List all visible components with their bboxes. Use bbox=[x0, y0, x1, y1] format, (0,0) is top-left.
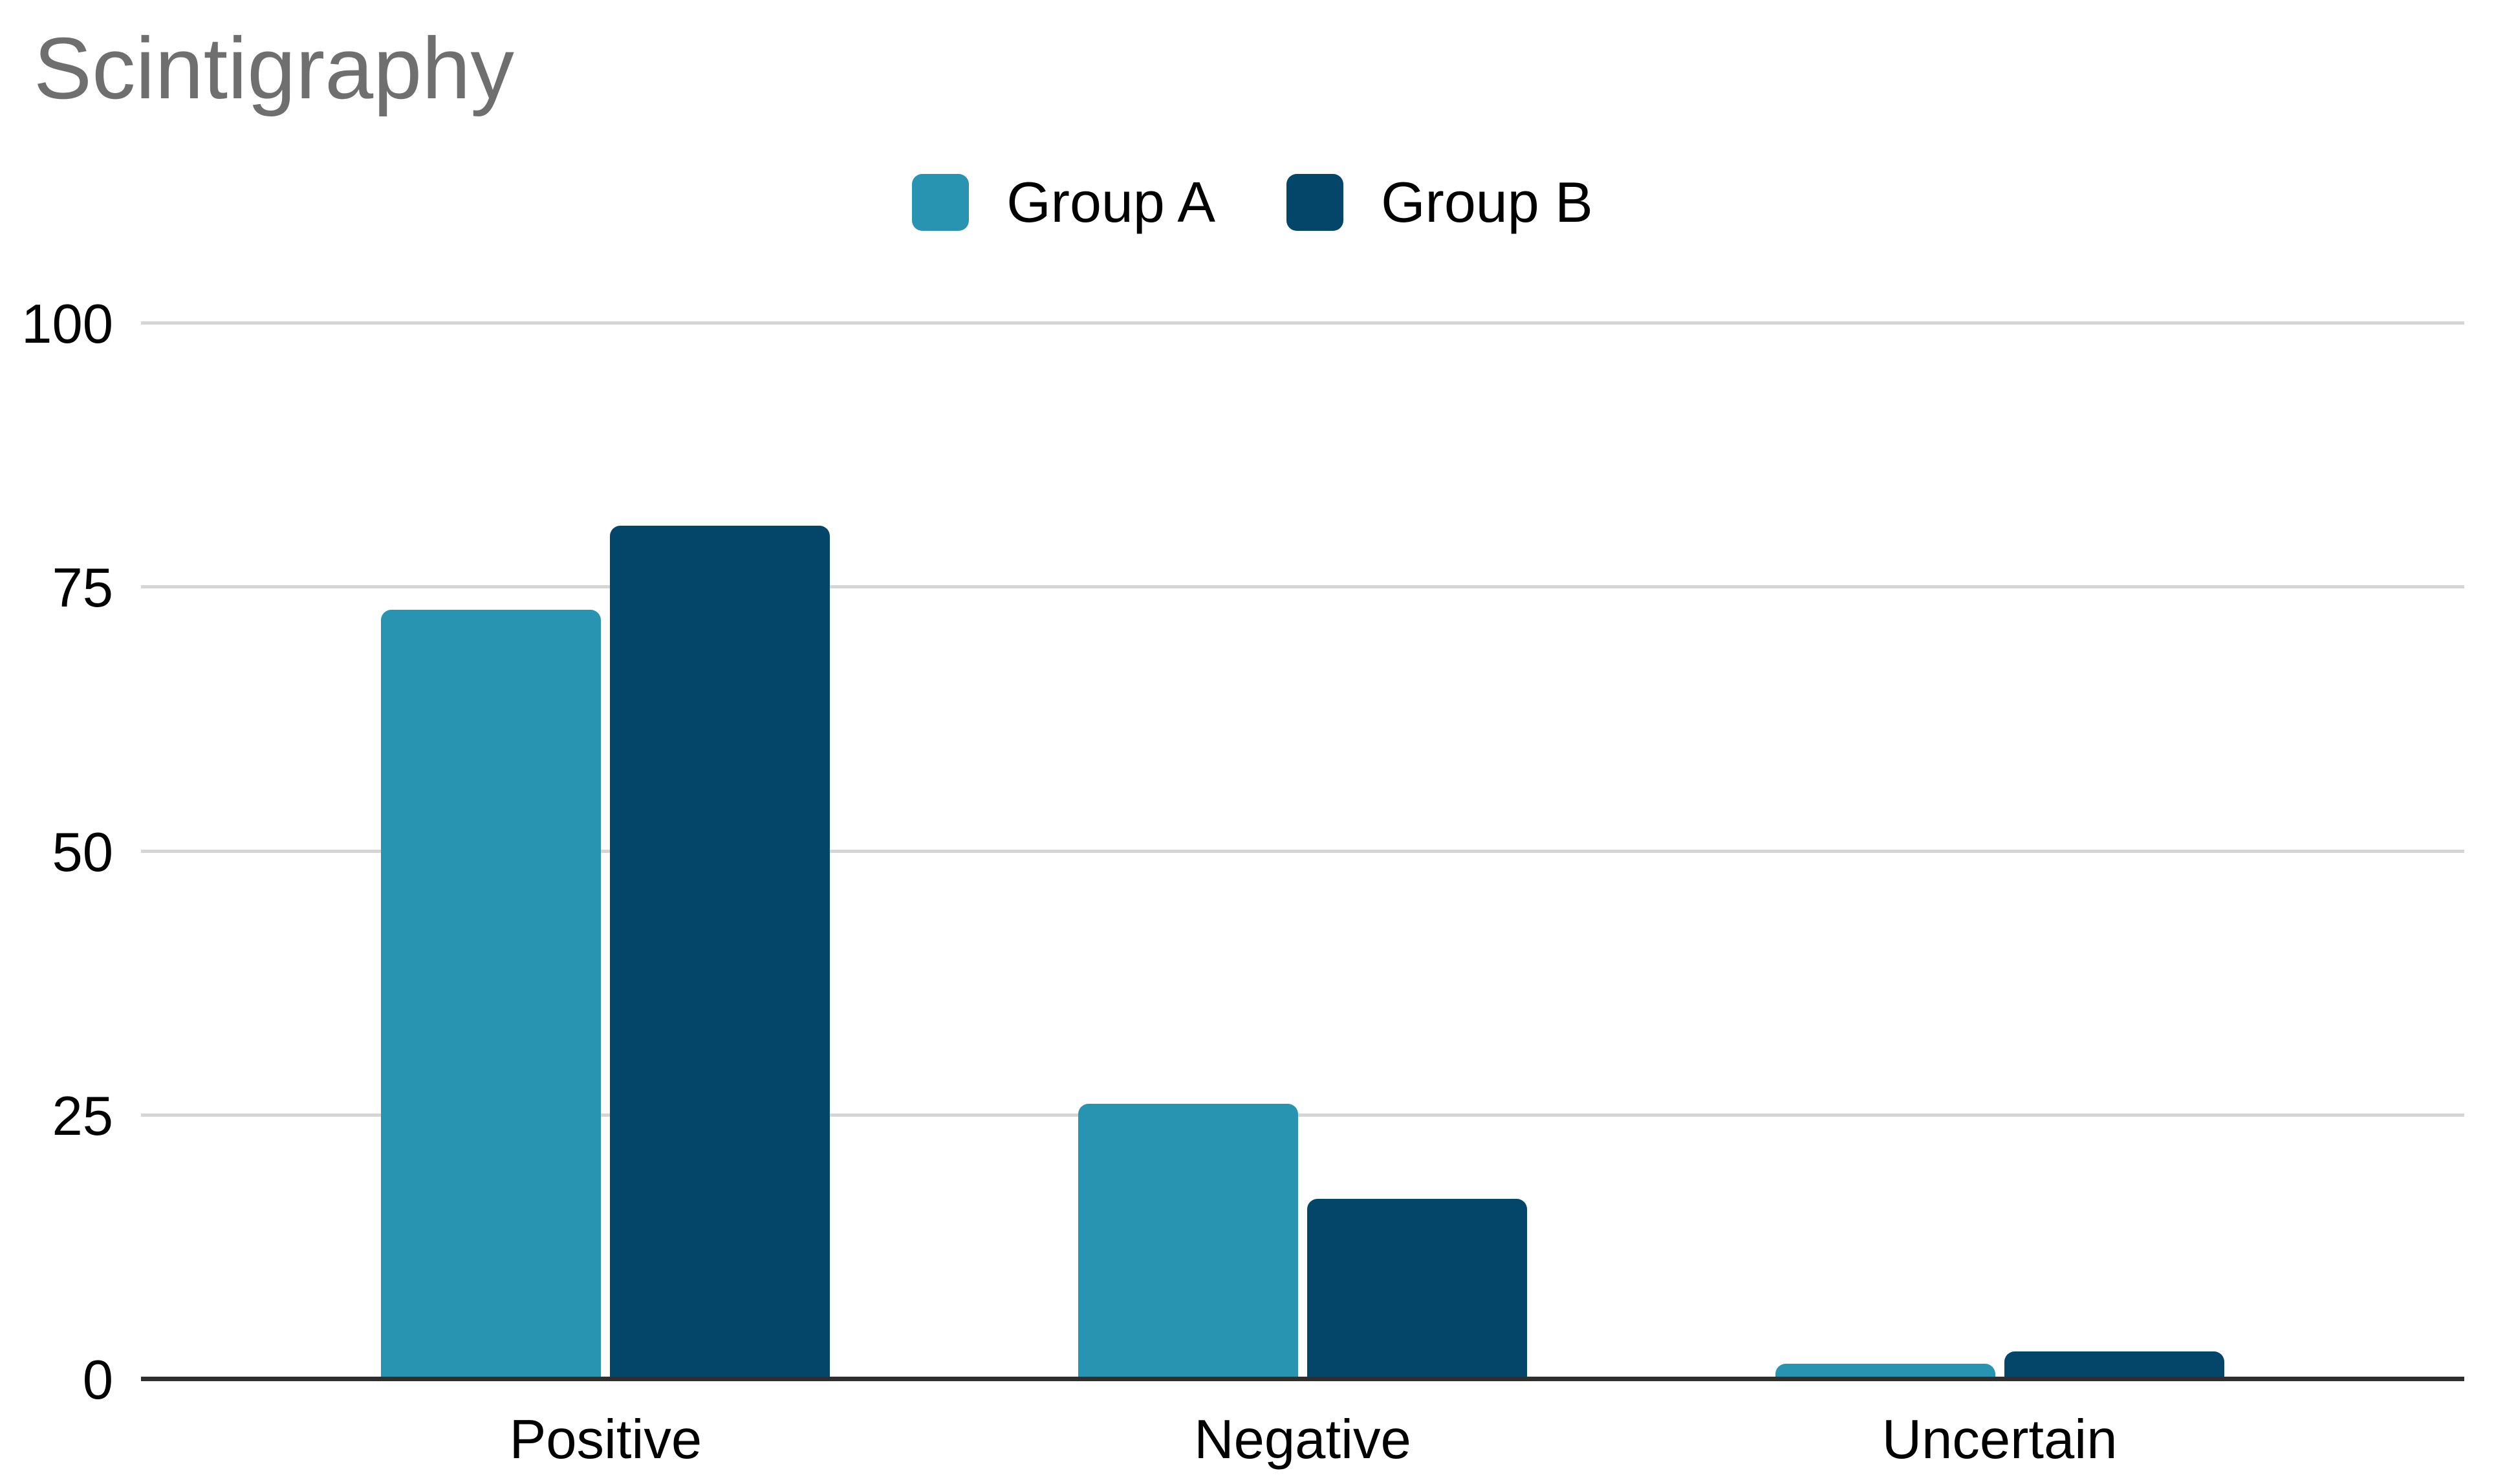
bar-group-a-positive[interactable] bbox=[381, 610, 602, 1379]
y-tick-label: 100 bbox=[21, 294, 113, 355]
bar-group-b-uncertain[interactable] bbox=[2004, 1351, 2224, 1379]
legend-swatch-icon bbox=[1286, 174, 1344, 231]
gridline-100 bbox=[141, 321, 2464, 325]
bar-group-a-negative[interactable] bbox=[1078, 1104, 1298, 1379]
x-tick-label-positive: Positive bbox=[509, 1409, 702, 1470]
legend-item-group-a[interactable]: Group A bbox=[912, 169, 1215, 235]
bar-group-b-negative[interactable] bbox=[1307, 1199, 1527, 1379]
legend-label: Group A bbox=[1006, 170, 1216, 234]
legend-swatch-icon bbox=[912, 174, 970, 231]
y-tick-label: 0 bbox=[82, 1350, 113, 1411]
y-tick-label: 75 bbox=[52, 557, 113, 619]
bar-group-b-positive[interactable] bbox=[610, 525, 830, 1379]
legend-label: Group B bbox=[1381, 170, 1593, 234]
legend: Group A Group B bbox=[0, 169, 2505, 235]
gridline-75 bbox=[141, 585, 2464, 589]
chart-title: Scintigraphy bbox=[34, 19, 514, 117]
x-axis-line bbox=[141, 1377, 2464, 1381]
bar-group-a-uncertain[interactable] bbox=[1775, 1364, 1995, 1379]
y-tick-label: 25 bbox=[52, 1085, 113, 1147]
gridline-50 bbox=[141, 849, 2464, 853]
legend-item-group-b[interactable]: Group B bbox=[1286, 169, 1593, 235]
gridline-25 bbox=[141, 1113, 2464, 1117]
x-tick-label-uncertain: Uncertain bbox=[1881, 1409, 2118, 1470]
x-tick-label-negative: Negative bbox=[1194, 1409, 1411, 1470]
y-tick-label: 50 bbox=[52, 821, 113, 883]
